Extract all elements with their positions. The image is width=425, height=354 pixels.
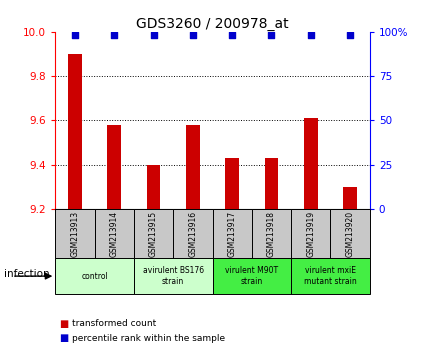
Bar: [55, 209, 94, 258]
Text: virulent M90T
strain: virulent M90T strain: [225, 267, 278, 286]
Point: [229, 33, 235, 38]
Bar: [291, 258, 370, 294]
Text: GSM213917: GSM213917: [228, 211, 237, 257]
Text: GSM213914: GSM213914: [110, 211, 119, 257]
Bar: [147, 165, 160, 209]
Bar: [186, 125, 200, 209]
Bar: [134, 258, 212, 294]
Bar: [343, 187, 357, 209]
Bar: [134, 209, 173, 258]
Bar: [212, 209, 252, 258]
Bar: [94, 209, 134, 258]
Point: [347, 33, 354, 38]
Bar: [331, 209, 370, 258]
Text: avirulent BS176
strain: avirulent BS176 strain: [143, 267, 204, 286]
Bar: [291, 209, 331, 258]
Bar: [304, 118, 317, 209]
Point: [307, 33, 314, 38]
Point: [190, 33, 196, 38]
Text: infection: infection: [4, 269, 50, 279]
Title: GDS3260 / 200978_at: GDS3260 / 200978_at: [136, 17, 289, 31]
Bar: [55, 258, 134, 294]
Bar: [108, 125, 121, 209]
Bar: [265, 158, 278, 209]
Text: ■: ■: [60, 333, 69, 343]
Text: virulent mxiE
mutant strain: virulent mxiE mutant strain: [304, 267, 357, 286]
Bar: [68, 54, 82, 209]
Bar: [212, 258, 291, 294]
Text: GSM213915: GSM213915: [149, 211, 158, 257]
Point: [150, 33, 157, 38]
Text: GSM213916: GSM213916: [188, 211, 197, 257]
Text: percentile rank within the sample: percentile rank within the sample: [72, 333, 225, 343]
Text: GSM213919: GSM213919: [306, 211, 315, 257]
Text: GSM213913: GSM213913: [71, 211, 79, 257]
Text: control: control: [81, 272, 108, 281]
Bar: [225, 158, 239, 209]
Text: ■: ■: [60, 319, 69, 329]
Point: [71, 33, 78, 38]
Bar: [252, 209, 291, 258]
Text: transformed count: transformed count: [72, 319, 156, 329]
Bar: [173, 209, 212, 258]
Text: GSM213918: GSM213918: [267, 211, 276, 257]
Text: GSM213920: GSM213920: [346, 211, 354, 257]
Point: [268, 33, 275, 38]
Point: [111, 33, 118, 38]
